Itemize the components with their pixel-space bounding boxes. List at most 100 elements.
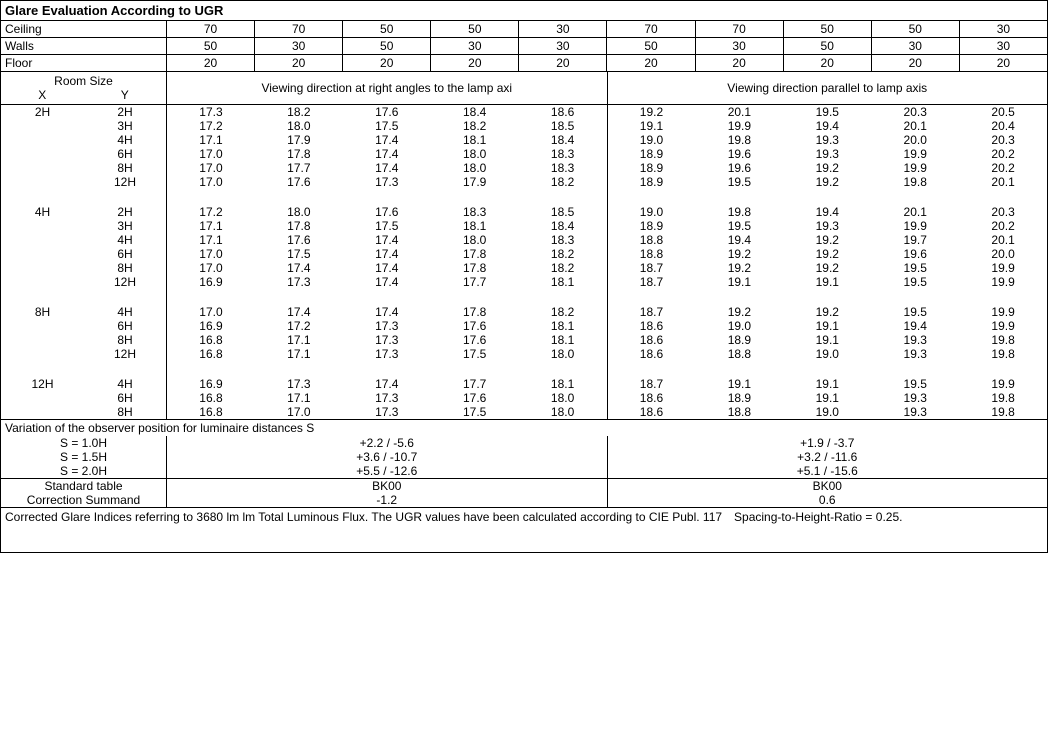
ugr-value: 19.1 — [783, 377, 871, 391]
ugr-value: 18.5 — [519, 205, 608, 219]
ugr-value: 20.0 — [871, 133, 959, 147]
ugr-value: 20.2 — [959, 147, 1047, 161]
ugr-value: 17.0 — [167, 161, 255, 175]
ugr-value: 20.1 — [959, 233, 1047, 247]
ugr-value: 17.7 — [255, 161, 343, 175]
ugr-value: 17.0 — [167, 175, 255, 189]
ugr-value: 17.3 — [343, 391, 431, 405]
dir-right-angle: Viewing direction at right angles to the… — [167, 72, 608, 104]
ugr-value: 17.6 — [343, 105, 431, 119]
footnote: Corrected Glare Indices referring to 368… — [1, 507, 1047, 552]
data-row: 3H17.218.017.518.218.519.119.919.420.120… — [1, 119, 1047, 133]
ugr-value: 17.3 — [343, 405, 431, 419]
ugr-value: 17.2 — [167, 119, 255, 133]
y-value: 12H — [84, 175, 167, 189]
data-row: 8H16.817.017.317.518.018.618.819.019.319… — [1, 405, 1047, 419]
floor-v8: 20 — [872, 55, 960, 71]
floor-v1: 20 — [255, 55, 343, 71]
ugr-value: 18.0 — [519, 405, 608, 419]
ugr-value: 17.5 — [343, 219, 431, 233]
ugr-value: 17.8 — [255, 147, 343, 161]
ugr-value: 18.3 — [519, 233, 608, 247]
walls-v2: 50 — [343, 38, 431, 54]
ugr-value: 19.3 — [871, 333, 959, 347]
ugr-value: 17.4 — [343, 305, 431, 319]
ugr-value: 19.8 — [695, 133, 783, 147]
ceiling-v1: 70 — [255, 21, 343, 37]
x-value: 8H — [1, 305, 84, 319]
ugr-value: 19.2 — [695, 247, 783, 261]
ugr-value: 18.0 — [431, 161, 519, 175]
ugr-value: 18.6 — [519, 105, 608, 119]
variation-s: S = 1.5H — [1, 450, 167, 464]
ceiling-v0: 70 — [167, 21, 255, 37]
data-row: 6H17.017.817.418.018.318.919.619.319.920… — [1, 147, 1047, 161]
ugr-value: 18.0 — [519, 347, 608, 361]
variation-body: S = 1.0H+2.2 / -5.6+1.9 / -3.7S = 1.5H+3… — [1, 436, 1047, 478]
walls-v0: 50 — [167, 38, 255, 54]
floor-v9: 20 — [960, 55, 1047, 71]
walls-v6: 30 — [696, 38, 784, 54]
y-value: 6H — [84, 247, 167, 261]
ugr-value: 20.1 — [959, 175, 1047, 189]
ugr-value: 18.2 — [431, 119, 519, 133]
corr-b: 0.6 — [608, 493, 1048, 507]
ugr-value: 19.2 — [783, 247, 871, 261]
ugr-value: 18.3 — [519, 161, 608, 175]
ugr-value: 19.2 — [783, 261, 871, 275]
ugr-value: 19.2 — [695, 305, 783, 319]
y-value: 12H — [84, 275, 167, 289]
ugr-value: 18.9 — [695, 333, 783, 347]
std-table-row: Standard table BK00 BK00 — [1, 479, 1047, 493]
variation-title: Variation of the observer position for l… — [1, 420, 1047, 436]
floor-row: Floor 20 20 20 20 20 20 20 20 20 20 — [1, 55, 1047, 72]
corr-row: Correction Summand -1.2 0.6 — [1, 493, 1047, 507]
ugr-value: 19.8 — [959, 333, 1047, 347]
ugr-value: 20.1 — [695, 105, 783, 119]
ugr-value: 17.4 — [255, 261, 343, 275]
ugr-value: 17.0 — [167, 261, 255, 275]
x-value — [1, 391, 84, 405]
x-value — [1, 347, 84, 361]
std-table-label: Standard table — [1, 479, 167, 493]
table-title: Glare Evaluation According to UGR — [1, 1, 1047, 21]
ugr-value: 17.4 — [343, 261, 431, 275]
ugr-value: 18.8 — [695, 347, 783, 361]
ugr-value: 17.1 — [255, 347, 343, 361]
ugr-value: 19.1 — [695, 377, 783, 391]
ugr-value: 17.0 — [167, 147, 255, 161]
y-value: 8H — [84, 405, 167, 419]
ugr-value: 17.6 — [431, 333, 519, 347]
ugr-value: 17.4 — [343, 275, 431, 289]
ugr-value: 19.0 — [783, 405, 871, 419]
data-row: 12H17.017.617.317.918.218.919.519.219.82… — [1, 175, 1047, 189]
ugr-value: 16.8 — [167, 347, 255, 361]
y-value: 6H — [84, 147, 167, 161]
ugr-value: 17.5 — [255, 247, 343, 261]
ugr-value: 17.6 — [255, 175, 343, 189]
data-row: 12H4H16.917.317.417.718.118.719.119.119.… — [1, 377, 1047, 391]
ugr-value: 16.8 — [167, 333, 255, 347]
ugr-value: 17.4 — [255, 305, 343, 319]
ugr-value: 17.8 — [431, 247, 519, 261]
ugr-value: 19.8 — [959, 391, 1047, 405]
data-body: 2H2H17.318.217.618.418.619.220.119.520.3… — [1, 105, 1047, 420]
x-value — [1, 333, 84, 347]
group-spacer — [1, 289, 1047, 305]
y-value: 6H — [84, 391, 167, 405]
ugr-value: 19.3 — [783, 147, 871, 161]
ugr-value: 17.6 — [343, 205, 431, 219]
ugr-value: 18.3 — [519, 147, 608, 161]
ugr-value: 17.1 — [255, 333, 343, 347]
ugr-value: 17.6 — [255, 233, 343, 247]
ceiling-v2: 50 — [343, 21, 431, 37]
std-section: Standard table BK00 BK00 Correction Summ… — [1, 478, 1047, 507]
ceiling-v4: 30 — [519, 21, 607, 37]
x-value — [1, 147, 84, 161]
ugr-value: 20.1 — [871, 205, 959, 219]
ugr-value: 18.2 — [519, 247, 608, 261]
ugr-value: 18.2 — [519, 261, 608, 275]
ugr-value: 16.9 — [167, 275, 255, 289]
ugr-value: 19.3 — [871, 405, 959, 419]
std-table-b: BK00 — [608, 479, 1048, 493]
